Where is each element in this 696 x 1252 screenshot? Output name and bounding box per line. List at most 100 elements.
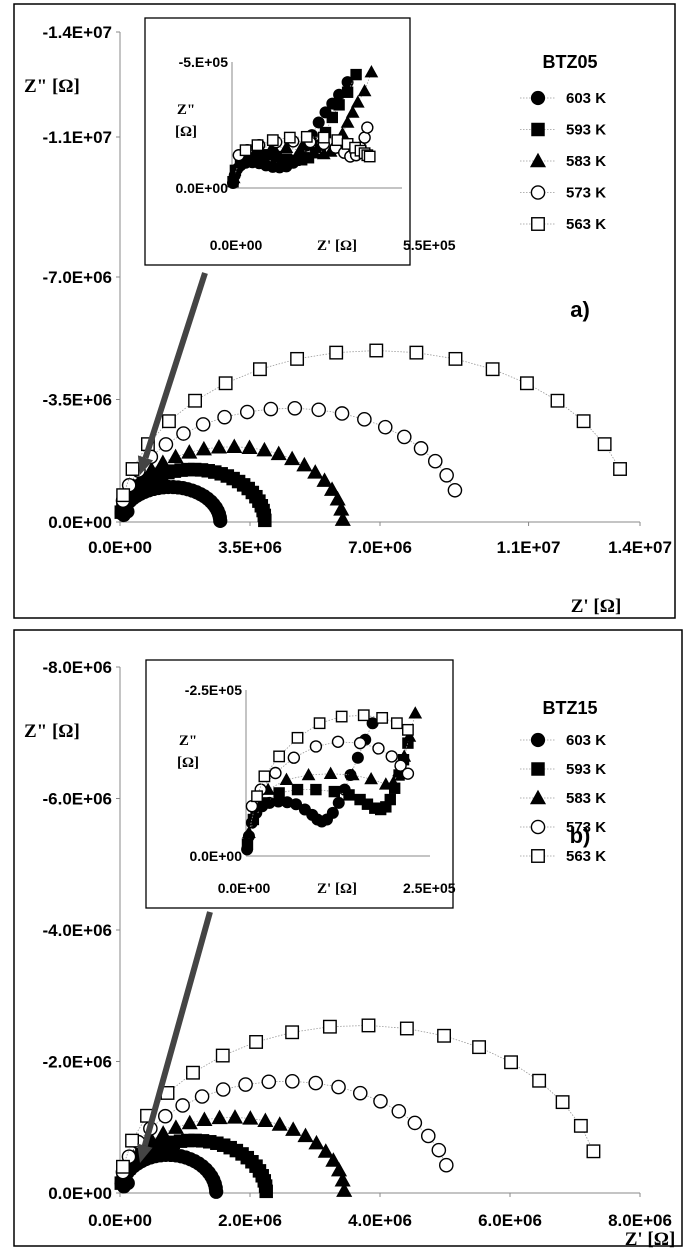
x-axis-label: Z' [Ω]: [571, 596, 622, 617]
data-point: [261, 1074, 277, 1090]
data-point: [188, 393, 203, 408]
zoom-arrow: [141, 911, 213, 1147]
data-point: [157, 1108, 173, 1124]
inset-data-point: [245, 800, 259, 813]
zoom-arrow: [142, 272, 208, 459]
data-point: [218, 376, 233, 391]
inset-data-point: [301, 767, 316, 781]
inset-data-point: [351, 751, 364, 764]
data-point: [519, 376, 534, 391]
data-point: [334, 511, 351, 526]
panel-frame: [13, 3, 676, 619]
data-point: [215, 1082, 231, 1097]
data-point: [317, 1143, 334, 1158]
inset-data-point: [343, 789, 355, 801]
data-point: [323, 481, 341, 496]
data-point: [285, 1025, 300, 1040]
y-tick-label: -2.0E+06: [43, 1053, 112, 1072]
inset-data-point: [266, 134, 279, 147]
inset-data-point: [350, 68, 362, 81]
data-point: [586, 1144, 601, 1159]
data-point: [448, 351, 463, 366]
inset-y-tick-label: -5.E+05: [179, 54, 229, 70]
data-point: [215, 1048, 230, 1063]
inset-data-point: [364, 65, 379, 78]
data-point: [316, 472, 333, 487]
data-point: [391, 1103, 407, 1119]
inset-data-point: [333, 99, 345, 111]
data-point: [472, 1040, 487, 1055]
data-point: [413, 441, 429, 456]
inset-data-point: [335, 710, 348, 723]
inset-data-point: [279, 772, 294, 785]
data-point: [239, 404, 255, 420]
inset-data-point: [332, 796, 345, 809]
inset-data-point: [287, 751, 301, 764]
zoom-arrow-head: [137, 455, 154, 475]
x-tick-label: 0.0E+00: [88, 538, 152, 557]
data-point: [217, 409, 232, 425]
inset-x-tick-label: 2.5E+05: [403, 880, 456, 896]
panel-BTZ15: 0.0E+00 -2.0E+06 -4.0E+06 -6.0E+06 -8.0E+06 0…: [13, 629, 683, 1250]
inset-y-axis-label-unit: [Ω]: [177, 755, 199, 771]
inset-data-point: [384, 793, 396, 806]
legend-label: 563 K: [566, 848, 606, 865]
legend-label: 583 K: [566, 153, 606, 170]
inset-data-point: [273, 787, 285, 799]
data-point: [308, 1075, 324, 1091]
legend-marker: [531, 217, 545, 231]
inset-y-tick-label: 0.0E+00: [189, 848, 242, 864]
inset-data-point: [363, 150, 376, 163]
legend-marker: [529, 789, 547, 805]
data-point: [258, 513, 272, 528]
y-tick-label: 0.0E+00: [48, 1184, 112, 1203]
inset-y-tick-label: 0.0E+00: [175, 180, 228, 196]
data-point: [447, 482, 463, 498]
inset-data-point: [353, 736, 367, 750]
zoom-arrow-head: [137, 1143, 153, 1163]
inset-data-point: [361, 121, 374, 134]
inset-y-axis-label-unit: [Ω]: [175, 124, 197, 140]
y-tick-label: -1.1E+07: [43, 128, 112, 147]
data-point: [194, 1089, 210, 1104]
inset-x-tick-label: 5.5E+05: [403, 237, 456, 253]
data-point: [532, 1073, 547, 1088]
data-point: [175, 1098, 190, 1113]
inset-data-point: [313, 717, 326, 730]
series-563-K: [116, 1018, 601, 1174]
series-593-K: [114, 1133, 273, 1199]
x-tick-label: 3.5E+06: [218, 538, 282, 557]
y-axis-label: Z" [Ω]: [24, 76, 80, 97]
inset-data-point: [326, 111, 339, 124]
inset-data-point: [394, 759, 407, 772]
inset-data-point: [328, 785, 341, 798]
legend: BTZ05 603 K 593 K 583 K 573 K 563 K: [520, 52, 606, 233]
data-point: [181, 444, 198, 459]
inset-data-point: [345, 105, 360, 118]
sample-label: BTZ15: [542, 698, 597, 718]
series-line: [122, 446, 344, 520]
inset-data-point: [317, 131, 330, 144]
x-tick-label: 0.0E+00: [88, 1211, 152, 1230]
inset-data-point: [309, 740, 323, 753]
inset-y-tick-label: -2.5E+05: [185, 682, 242, 698]
inset-data-point: [358, 131, 371, 144]
data-point: [241, 439, 258, 455]
data-point: [334, 406, 350, 421]
data-point: [307, 464, 324, 479]
inset-data-point: [293, 143, 307, 156]
inset-data-point: [279, 140, 294, 153]
inset-data-point: [408, 706, 423, 719]
inset-data-point: [331, 735, 345, 748]
data-point: [167, 448, 184, 464]
inset-data-point: [306, 145, 321, 159]
data-point: [270, 445, 287, 461]
legend-label: 583 K: [566, 790, 606, 807]
data-point: [252, 362, 267, 377]
legend-label: 603 K: [566, 90, 606, 107]
inset-data-point: [258, 770, 271, 783]
panel-BTZ05: 0.0E+00 -3.5E+06 -7.0E+06 -1.1E+07 -1.4E+07 0…: [13, 3, 676, 619]
inset-data-point: [341, 86, 354, 98]
inset-data-point: [364, 771, 378, 785]
inset-data-point: [258, 797, 271, 809]
